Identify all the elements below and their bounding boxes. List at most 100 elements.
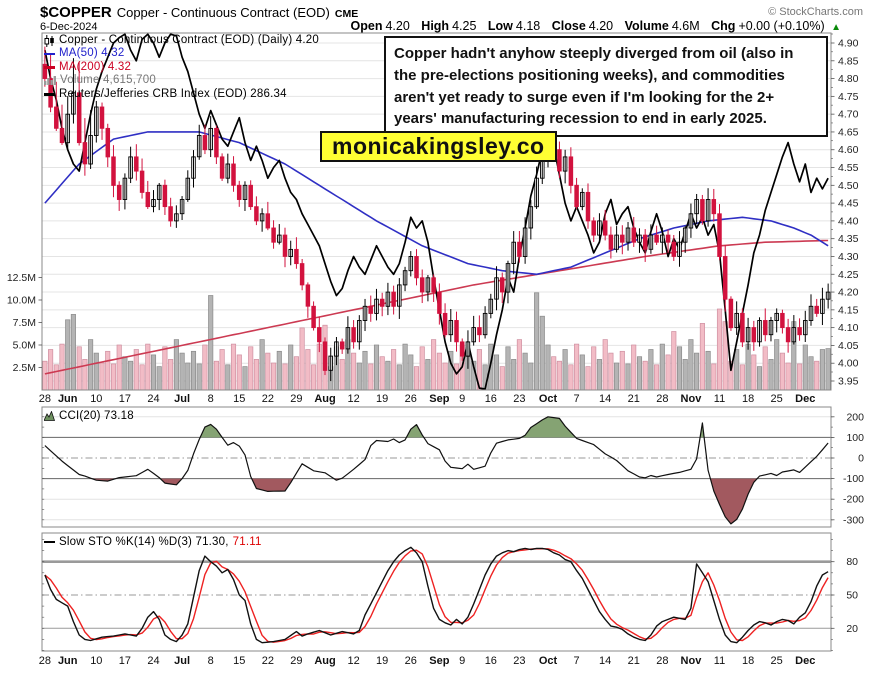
svg-text:17: 17 xyxy=(119,655,131,667)
svg-text:4.45: 4.45 xyxy=(838,198,859,210)
svg-text:4.30: 4.30 xyxy=(838,251,859,263)
svg-text:4.50: 4.50 xyxy=(838,180,859,192)
svg-text:16: 16 xyxy=(485,393,497,405)
svg-text:15: 15 xyxy=(233,655,245,667)
svg-text:29: 29 xyxy=(290,393,302,405)
svg-text:4.60: 4.60 xyxy=(838,144,859,156)
svg-text:11: 11 xyxy=(714,393,725,405)
svg-text:4.80: 4.80 xyxy=(838,73,859,85)
copyright: © StockCharts.com xyxy=(768,6,863,18)
sto-k-line xyxy=(44,546,829,644)
svg-text:Jun: Jun xyxy=(58,393,78,405)
svg-text:24: 24 xyxy=(147,393,159,405)
svg-text:8: 8 xyxy=(208,655,214,667)
svg-text:10: 10 xyxy=(90,393,102,405)
svg-text:17: 17 xyxy=(119,393,131,405)
chart-header: $COPPER Copper - Continuous Contract (EOD… xyxy=(40,4,358,22)
svg-text:24: 24 xyxy=(147,655,159,667)
stat-value: 4.6M xyxy=(671,19,700,33)
svg-text:-300: -300 xyxy=(843,514,864,526)
svg-text:9: 9 xyxy=(459,393,465,405)
sto-d-line xyxy=(44,548,829,643)
svg-text:2.5M: 2.5M xyxy=(13,362,36,374)
svg-text:Oct: Oct xyxy=(539,655,558,667)
svg-text:12: 12 xyxy=(347,655,359,667)
svg-text:80: 80 xyxy=(846,556,858,568)
svg-text:22: 22 xyxy=(262,393,274,405)
stat-label: Open xyxy=(350,19,383,33)
stat-value: +0.00 (+0.10%) xyxy=(738,19,825,33)
svg-text:25: 25 xyxy=(771,655,783,667)
svg-text:Oct: Oct xyxy=(539,393,558,405)
svg-text:15: 15 xyxy=(233,393,245,405)
svg-text:100: 100 xyxy=(846,432,864,444)
candlestick-icon xyxy=(44,34,55,47)
svg-text:4.35: 4.35 xyxy=(838,233,859,245)
svg-text:200: 200 xyxy=(846,411,864,423)
svg-text:-100: -100 xyxy=(843,473,864,485)
area-mountain-icon xyxy=(43,410,56,421)
svg-text:22: 22 xyxy=(262,655,274,667)
cci-legend-text: CCI(20) 73.18 xyxy=(59,410,134,422)
stat-value: 4.20 xyxy=(588,19,614,33)
svg-text:Jun: Jun xyxy=(58,655,78,667)
crb-line-swatch xyxy=(44,93,55,96)
svg-text:11: 11 xyxy=(714,655,725,667)
svg-text:28: 28 xyxy=(39,655,51,667)
svg-text:29: 29 xyxy=(290,655,302,667)
up-triangle-icon: ▲ xyxy=(831,22,841,33)
svg-text:Nov: Nov xyxy=(681,655,703,667)
svg-text:9: 9 xyxy=(459,655,465,667)
svg-text:4.65: 4.65 xyxy=(838,126,859,138)
sto-k-swatch xyxy=(44,540,55,544)
svg-text:19: 19 xyxy=(376,393,388,405)
svg-text:4.00: 4.00 xyxy=(838,358,859,370)
svg-text:28: 28 xyxy=(656,655,668,667)
legend-crb: Reuters/Jefferies CRB Index (EOD) 286.34 xyxy=(59,87,287,100)
svg-text:7.5M: 7.5M xyxy=(13,317,36,329)
svg-text:10.0M: 10.0M xyxy=(7,295,36,307)
svg-text:Dec: Dec xyxy=(795,655,815,667)
annotation-note: Copper hadn't anyhow steeply diverged fr… xyxy=(384,36,828,137)
legend-ma50: MA(50) 4.32 xyxy=(59,47,125,60)
svg-text:4.15: 4.15 xyxy=(838,304,859,316)
main-chart-legend: Copper - Continuous Contract (EOD) (Dail… xyxy=(44,34,319,101)
stat-label: Low xyxy=(487,19,513,33)
svg-text:4.85: 4.85 xyxy=(838,55,859,67)
svg-text:Aug: Aug xyxy=(314,655,335,667)
stat-value: 4.18 xyxy=(515,19,541,33)
svg-text:3.95: 3.95 xyxy=(838,376,859,388)
ticker-symbol: $COPPER xyxy=(40,4,112,21)
sto-legend-text: Slow STO %K(14) %D(3) 71.30, xyxy=(59,536,229,548)
svg-text:8: 8 xyxy=(208,393,214,405)
svg-text:26: 26 xyxy=(405,393,417,405)
ma200-line-swatch xyxy=(44,66,55,69)
stat-label: High xyxy=(421,19,450,33)
svg-text:18: 18 xyxy=(742,393,754,405)
svg-text:12: 12 xyxy=(347,393,359,405)
svg-text:23: 23 xyxy=(513,655,525,667)
svg-text:28: 28 xyxy=(656,393,668,405)
svg-text:26: 26 xyxy=(405,655,417,667)
svg-text:7: 7 xyxy=(574,393,580,405)
sto-d-value: 71.11 xyxy=(232,536,262,548)
svg-text:Sep: Sep xyxy=(429,393,449,405)
sto-legend: Slow STO %K(14) %D(3) 71.30, 71.11 xyxy=(44,536,262,548)
svg-text:4.75: 4.75 xyxy=(838,91,859,103)
svg-text:4.20: 4.20 xyxy=(838,287,859,299)
exchange-label: CME xyxy=(334,8,359,20)
svg-text:14: 14 xyxy=(599,655,611,667)
svg-text:4.40: 4.40 xyxy=(838,215,859,227)
stat-label: Chg xyxy=(711,19,736,33)
svg-text:Jul: Jul xyxy=(174,655,190,667)
legend-title: Copper - Continuous Contract (EOD) (Dail… xyxy=(59,34,319,46)
legend-volume: Volume 4,615,700 xyxy=(60,74,156,87)
svg-text:28: 28 xyxy=(39,393,51,405)
svg-text:10: 10 xyxy=(90,655,102,667)
stat-label: Volume xyxy=(624,19,669,33)
svg-text:21: 21 xyxy=(628,655,640,667)
svg-text:18: 18 xyxy=(742,655,754,667)
svg-text:4.10: 4.10 xyxy=(838,322,859,334)
bar-chart-icon xyxy=(44,76,56,86)
